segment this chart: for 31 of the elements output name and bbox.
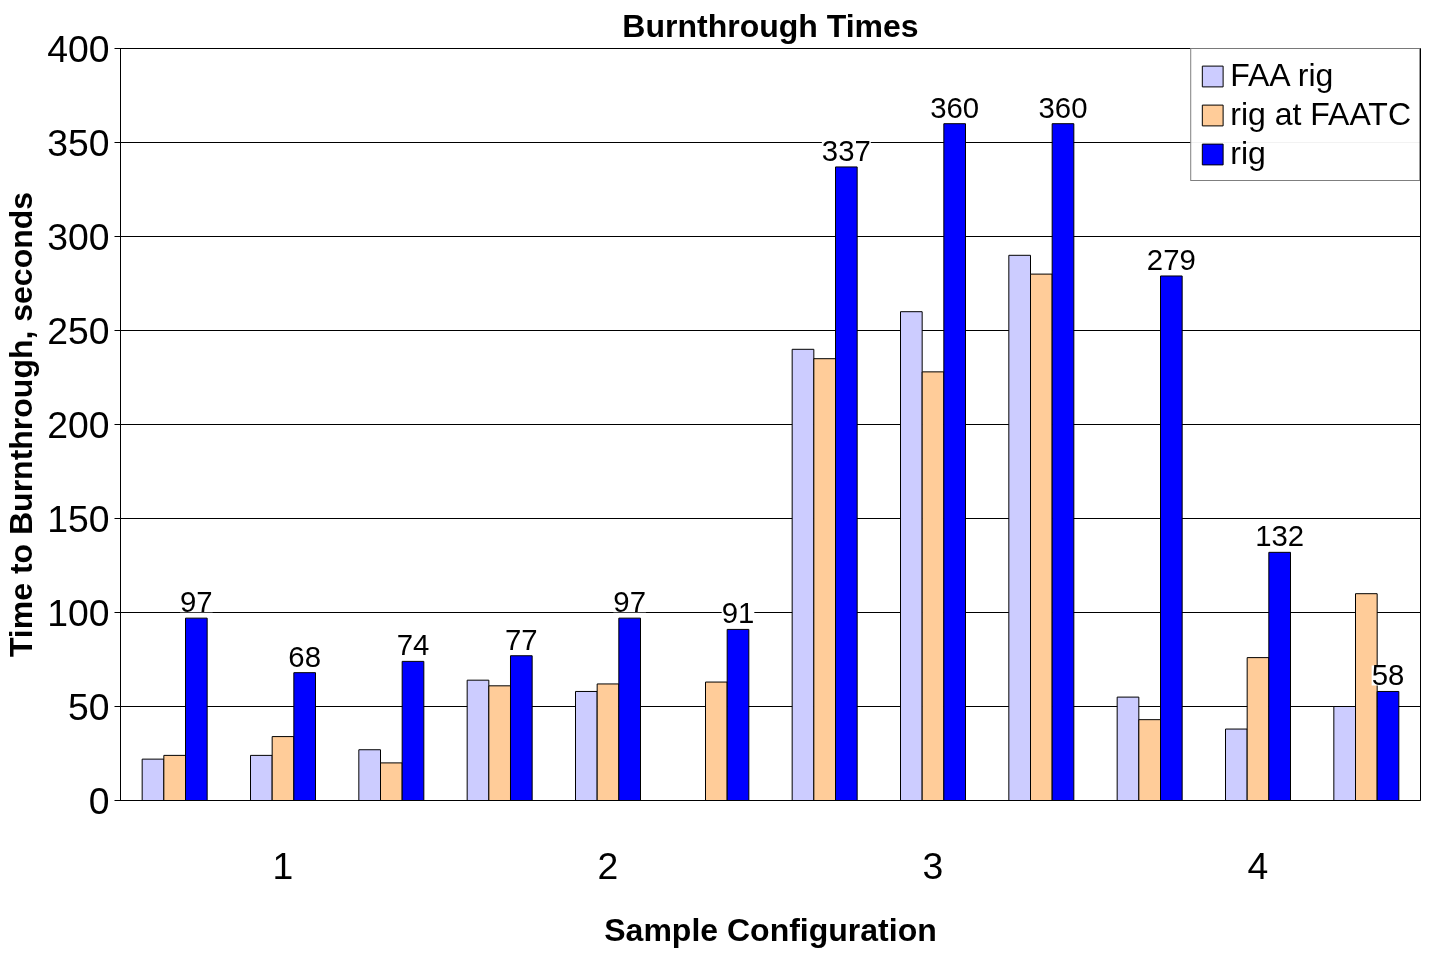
y-axis-title: Time to Burnthrough, seconds [3, 191, 40, 658]
y-tick-label: 0 [88, 779, 110, 822]
y-tick-label: 200 [47, 403, 110, 446]
y-tick-label: 100 [47, 591, 110, 634]
data-label: 132 [1255, 519, 1305, 553]
data-label: 77 [505, 622, 538, 656]
y-tick-label: 300 [47, 215, 110, 258]
x-axis-title: Sample Configuration [604, 911, 937, 948]
y-tick-label: 250 [47, 309, 110, 352]
y-tick-label: 400 [47, 27, 110, 70]
legend-label: rig at FAATC [1230, 96, 1411, 133]
data-label: 360 [930, 90, 980, 124]
y-tick-label: 50 [67, 685, 110, 728]
data-label: 68 [288, 639, 321, 673]
data-label: 337 [821, 133, 871, 167]
text: 1 [272, 844, 294, 887]
chart-title: Burnthrough Times [622, 7, 919, 44]
legend-label: FAA rig [1230, 57, 1334, 94]
data-label: 74 [396, 628, 430, 662]
text: 3 [922, 844, 944, 887]
y-tick-label: 150 [47, 497, 110, 540]
text: 4 [1247, 844, 1269, 887]
y-tick-label: 350 [47, 121, 110, 164]
data-label: 97 [613, 585, 646, 619]
data-label: 91 [721, 596, 755, 630]
data-label: 360 [1038, 90, 1088, 124]
legend-label: rig [1230, 135, 1266, 172]
data-label: 58 [1371, 658, 1405, 692]
data-label: 279 [1146, 242, 1196, 276]
text: 2 [597, 844, 619, 887]
data-label: 97 [180, 585, 213, 619]
